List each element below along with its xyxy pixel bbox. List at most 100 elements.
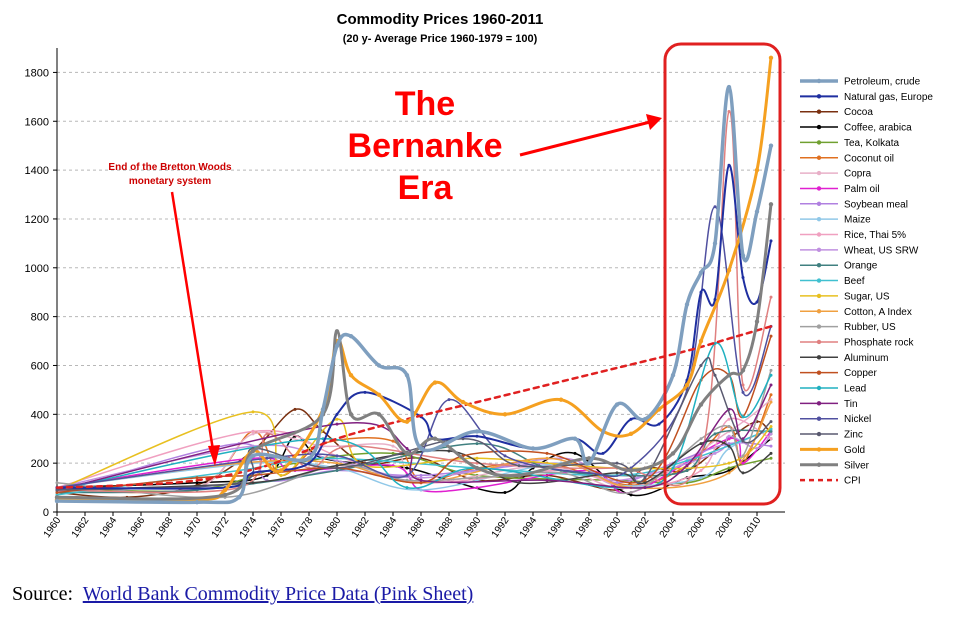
data-point-nickel <box>265 456 269 460</box>
data-point-petroleum-crude <box>586 460 592 466</box>
legend-marker-cotton-a-index <box>816 309 822 314</box>
data-point-phosphate-rock <box>769 295 773 299</box>
data-point-sugar-us <box>769 425 773 429</box>
legend: Petroleum, crude Natural gas, Europe Cocoa… <box>800 77 933 487</box>
y-tick-label: 0 <box>43 507 49 519</box>
data-point-rubber-us <box>405 478 409 482</box>
data-point-natural-gas-europe <box>657 422 661 426</box>
legend-marker-copper <box>816 370 822 375</box>
data-point-petroleum-crude <box>404 373 410 378</box>
data-point-wheat-us-srw <box>335 459 339 463</box>
data-point-tin <box>643 486 647 490</box>
data-point-zinc <box>741 439 745 443</box>
data-point-copra <box>769 398 773 402</box>
legend-marker-nickel <box>816 416 822 421</box>
data-point-tin <box>545 478 549 482</box>
chart-title: Commodity Prices 1960-2011 <box>337 11 544 28</box>
legend-label-cocoa: Cocoa <box>844 107 873 118</box>
source-link[interactable]: World Bank Commodity Price Data (Pink Sh… <box>82 583 474 605</box>
data-point-copper <box>55 490 59 494</box>
legend-label-lead: Lead <box>844 384 866 395</box>
data-point-silver <box>334 329 340 334</box>
data-point-natural-gas-europe <box>699 290 703 294</box>
data-point-petroleum-crude <box>376 363 382 368</box>
data-point-coffee-arabica <box>573 451 577 455</box>
legend-label-nickel: Nickel <box>844 414 871 425</box>
data-point-gold <box>768 55 774 60</box>
data-point-beef <box>685 459 689 463</box>
data-point-zinc <box>517 464 521 468</box>
series-line-soybean-meal <box>56 442 772 494</box>
legend-label-gold: Gold <box>844 445 865 456</box>
era-label-line3: Era <box>398 169 454 207</box>
data-point-gold <box>558 397 564 402</box>
data-point-copra <box>391 444 395 448</box>
data-point-zinc <box>335 466 339 470</box>
data-point-orange <box>713 432 717 436</box>
data-point-maize <box>699 476 703 480</box>
data-point-tin <box>405 447 409 451</box>
legend-label-copra: Copra <box>844 169 872 180</box>
legend-marker-aluminum <box>816 355 822 360</box>
data-point-petroleum-crude <box>698 270 704 275</box>
data-point-natural-gas-europe <box>601 451 605 455</box>
data-point-wheat-us-srw <box>755 447 759 451</box>
legend-label-cpi: CPI <box>844 476 861 487</box>
series-line-phosphate-rock <box>56 110 772 494</box>
data-point-silver <box>376 412 382 417</box>
data-point-orange <box>335 468 339 472</box>
data-point-wheat-us-srw <box>727 434 731 438</box>
legend-marker-tea-kolkata <box>816 140 822 145</box>
data-point-silver <box>740 368 746 373</box>
data-point-gold <box>698 338 704 344</box>
data-point-soybean-meal <box>419 473 423 477</box>
data-point-zinc <box>237 481 241 485</box>
bretton-label-line2: monetary system <box>129 176 211 187</box>
data-point-orange <box>475 442 479 446</box>
data-point-palm-oil <box>741 461 745 465</box>
data-point-cotton-a-index <box>769 400 773 404</box>
data-point-orange <box>769 429 773 433</box>
source-label: Source: <box>12 583 74 605</box>
data-point-petroleum-crude <box>768 143 774 148</box>
legend-marker-maize <box>816 216 822 222</box>
data-point-natural-gas-europe <box>741 276 745 280</box>
data-point-aluminum <box>727 444 731 448</box>
data-point-sugar-us <box>279 473 283 477</box>
legend-label-wheat-us-srw: Wheat, US SRW <box>844 245 919 256</box>
data-point-maize <box>419 488 423 492</box>
data-point-petroleum-crude <box>726 84 732 90</box>
data-point-aluminum <box>643 481 647 485</box>
data-point-copper <box>419 481 423 485</box>
data-point-silver <box>54 495 60 500</box>
data-point-petroleum-crude <box>740 253 746 258</box>
data-point-gold <box>348 373 354 378</box>
data-point-rubber-us <box>699 437 703 441</box>
data-point-nickel <box>335 454 339 458</box>
data-point-silver <box>628 468 634 473</box>
legend-marker-orange <box>816 263 822 268</box>
y-tick-label: 1400 <box>25 165 49 177</box>
legend-label-natural-gas-europe: Natural gas, Europe <box>844 92 933 103</box>
data-point-gold <box>222 487 228 493</box>
data-point-nickel <box>405 473 409 477</box>
data-point-soybean-meal <box>769 444 773 448</box>
data-point-silver <box>222 492 228 498</box>
data-point-sugar-us <box>475 456 479 460</box>
data-point-silver <box>348 412 354 417</box>
legend-marker-rice-thai-5 <box>816 232 822 237</box>
data-point-tin <box>685 464 689 468</box>
data-point-gold <box>404 419 410 424</box>
y-tick-label: 1800 <box>25 67 49 79</box>
data-point-rice-thai-5 <box>251 429 255 433</box>
data-point-tin <box>769 383 773 387</box>
data-point-petroleum-crude <box>684 302 690 307</box>
data-point-phosphate-rock <box>727 109 731 113</box>
data-point-tin <box>419 478 423 482</box>
data-point-gold <box>628 431 634 437</box>
bernanke-era-highlight-box <box>663 42 782 506</box>
data-point-zinc <box>461 437 465 441</box>
data-point-nickel <box>503 454 507 458</box>
data-point-rubber-us <box>475 476 479 480</box>
data-point-cotton-a-index <box>335 461 339 465</box>
